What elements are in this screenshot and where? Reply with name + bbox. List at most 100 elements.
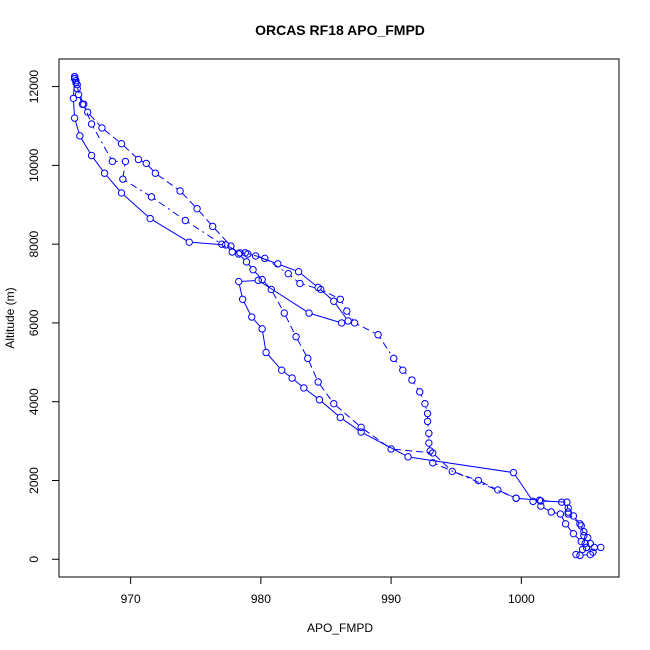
data-point: [87, 151, 96, 160]
y-tick-label: 2000: [27, 467, 41, 494]
data-point: [404, 453, 412, 461]
chart-title: ORCAS RF18 APO_FMPD: [255, 22, 425, 38]
data-point: [221, 241, 230, 249]
data-point: [494, 486, 502, 494]
data-point: [425, 439, 433, 447]
data-point: [185, 238, 193, 246]
data-point: [280, 309, 289, 317]
data-point: [337, 319, 346, 327]
data-point: [425, 429, 433, 437]
series-layer: [69, 73, 605, 560]
data-point: [305, 309, 313, 317]
data-point: [277, 366, 286, 374]
data-point: [208, 222, 217, 231]
data-point: [577, 522, 585, 530]
y-tick-label: 4000: [27, 388, 41, 415]
data-point: [300, 384, 308, 392]
data-point: [578, 545, 587, 554]
data-point: [421, 399, 429, 408]
data-point: [258, 325, 266, 333]
data-point: [586, 539, 595, 548]
data-point: [228, 248, 236, 256]
data-point: [399, 366, 407, 374]
data-point: [235, 277, 243, 286]
data-point: [564, 510, 572, 518]
y-axis: 0 2000 4000 6000 8000 10000 12000: [27, 70, 60, 563]
data-point: [509, 468, 518, 477]
data-point: [119, 175, 127, 183]
data-point: [248, 313, 256, 321]
series-line: [74, 79, 587, 536]
data-point: [70, 74, 79, 83]
data-point: [357, 428, 365, 436]
data-point: [336, 295, 345, 303]
x-axis-label: APO_FMPD: [307, 621, 373, 635]
data-point: [581, 539, 589, 548]
data-point: [76, 132, 84, 140]
data-point: [193, 204, 201, 213]
y-axis-label: Altitude (m): [3, 287, 17, 348]
data-point: [586, 550, 595, 559]
data-point: [408, 376, 416, 384]
data-point: [100, 169, 109, 177]
data-point: [572, 550, 580, 559]
data-point: [569, 529, 578, 538]
data-point: [582, 543, 591, 552]
data-point: [343, 307, 351, 315]
data-point: [69, 94, 78, 103]
data-point: [151, 169, 160, 177]
data-point: [426, 447, 434, 455]
data-point: [448, 467, 457, 476]
y-tick-label: 6000: [27, 309, 41, 336]
data-point: [577, 537, 585, 546]
data-point: [236, 249, 244, 257]
series-line: [73, 81, 586, 553]
data-point: [547, 508, 555, 516]
data-point: [416, 388, 424, 396]
data-point: [288, 374, 296, 382]
data-point: [121, 157, 130, 166]
data-point: [474, 476, 483, 485]
data-point: [238, 295, 247, 303]
data-point: [597, 543, 605, 552]
data-point: [350, 319, 359, 327]
data-point: [70, 114, 79, 122]
data-series: [70, 73, 605, 552]
data-point: [330, 399, 338, 408]
data-point: [315, 396, 324, 404]
data-point: [512, 494, 520, 502]
data-point: [73, 84, 81, 93]
data-point: [387, 445, 395, 453]
data-point: [142, 159, 150, 168]
data-point: [580, 531, 588, 540]
x-tick-label: 980: [251, 592, 271, 606]
data-point: [569, 512, 578, 520]
series-line: [77, 87, 591, 556]
data-point: [70, 73, 79, 81]
data-point: [576, 520, 584, 528]
data-point: [117, 189, 126, 197]
data-point: [241, 249, 249, 257]
data-point: [357, 423, 365, 432]
data-point: [330, 297, 338, 305]
data-series: [70, 73, 597, 560]
data-point: [176, 187, 184, 195]
data-point: [580, 527, 588, 536]
y-tick-label: 12000: [27, 70, 41, 104]
data-point: [294, 268, 303, 276]
data-point: [147, 193, 156, 201]
y-tick-label: 0: [27, 556, 41, 563]
data-point: [561, 520, 570, 528]
data-point: [254, 276, 262, 285]
data-point: [584, 533, 592, 542]
data-point: [423, 417, 432, 426]
data-point: [589, 548, 597, 556]
data-point: [284, 269, 292, 278]
data-point: [314, 378, 322, 386]
y-tick-label: 8000: [27, 230, 41, 257]
data-point: [146, 214, 154, 223]
data-point: [296, 279, 304, 288]
data-point: [181, 216, 190, 225]
data-point: [249, 266, 257, 274]
